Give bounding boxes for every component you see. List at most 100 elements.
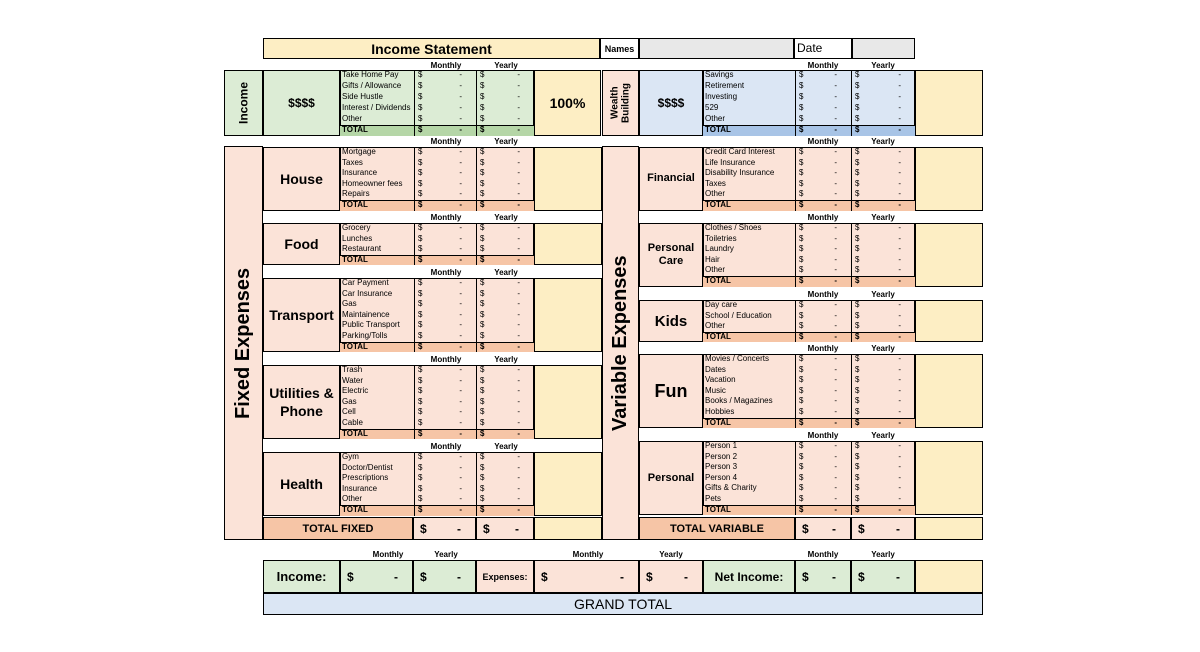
yearly-amount[interactable]: $ -: [851, 179, 915, 190]
monthly-amount[interactable]: $ -: [795, 483, 851, 494]
monthly-amount[interactable]: $ -: [414, 397, 476, 408]
yearly-amount[interactable]: $ -: [476, 310, 534, 321]
yearly-total[interactable]: $ -: [476, 429, 534, 440]
monthly-amount[interactable]: $ -: [795, 300, 851, 311]
monthly-amount[interactable]: $ -: [414, 452, 476, 463]
yearly-amount[interactable]: $ -: [851, 265, 915, 276]
monthly-amount[interactable]: $ -: [414, 484, 476, 495]
monthly-amount[interactable]: $ -: [795, 473, 851, 484]
summary-net-monthly[interactable]: $ -: [795, 560, 851, 593]
yearly-amount[interactable]: $ -: [851, 483, 915, 494]
monthly-amount[interactable]: $ -: [795, 255, 851, 266]
monthly-amount[interactable]: $ -: [795, 179, 851, 190]
yearly-amount[interactable]: $ -: [851, 365, 915, 376]
yearly-amount[interactable]: $ -: [851, 473, 915, 484]
monthly-amount[interactable]: $ -: [414, 168, 476, 179]
yearly-amount[interactable]: $ -: [851, 300, 915, 311]
summary-income-yearly[interactable]: $ -: [413, 560, 476, 593]
yearly-amount[interactable]: $ -: [851, 244, 915, 255]
yearly-amount[interactable]: $ -: [851, 396, 915, 407]
yearly-amount[interactable]: $ -: [476, 168, 534, 179]
yearly-amount[interactable]: $ -: [476, 179, 534, 190]
monthly-amount[interactable]: $ -: [414, 234, 476, 245]
names-field[interactable]: [639, 38, 794, 59]
yearly-amount[interactable]: $ -: [476, 289, 534, 300]
monthly-amount[interactable]: $ -: [414, 81, 476, 92]
yearly-amount[interactable]: $ -: [476, 158, 534, 169]
monthly-amount[interactable]: $ -: [795, 354, 851, 365]
monthly-amount[interactable]: $ -: [414, 158, 476, 169]
yearly-amount[interactable]: $ -: [476, 114, 534, 125]
yearly-amount[interactable]: $ -: [851, 168, 915, 179]
yearly-amount[interactable]: $ -: [851, 70, 915, 81]
yearly-amount[interactable]: $ -: [476, 234, 534, 245]
monthly-amount[interactable]: $ -: [414, 407, 476, 418]
monthly-amount[interactable]: $ -: [414, 278, 476, 289]
summary-expenses-yearly[interactable]: $ -: [639, 560, 703, 593]
monthly-amount[interactable]: $ -: [795, 375, 851, 386]
monthly-amount[interactable]: $ -: [414, 114, 476, 125]
yearly-amount[interactable]: $ -: [476, 147, 534, 158]
monthly-amount[interactable]: $ -: [414, 365, 476, 376]
yearly-amount[interactable]: $ -: [851, 114, 915, 125]
yearly-total[interactable]: $ -: [851, 200, 915, 211]
monthly-amount[interactable]: $ -: [795, 92, 851, 103]
yearly-amount[interactable]: $ -: [851, 452, 915, 463]
yearly-amount[interactable]: $ -: [476, 407, 534, 418]
yearly-amount[interactable]: $ -: [476, 189, 534, 200]
yearly-amount[interactable]: $ -: [476, 463, 534, 474]
monthly-amount[interactable]: $ -: [795, 114, 851, 125]
monthly-total[interactable]: $ -: [414, 505, 476, 516]
yearly-amount[interactable]: $ -: [851, 354, 915, 365]
yearly-amount[interactable]: $ -: [476, 244, 534, 255]
yearly-amount[interactable]: $ -: [851, 234, 915, 245]
monthly-amount[interactable]: $ -: [795, 189, 851, 200]
yearly-amount[interactable]: $ -: [851, 462, 915, 473]
yearly-amount[interactable]: $ -: [476, 376, 534, 387]
yearly-amount[interactable]: $ -: [851, 386, 915, 397]
monthly-amount[interactable]: $ -: [795, 311, 851, 322]
monthly-total[interactable]: $ -: [795, 418, 851, 429]
monthly-amount[interactable]: $ -: [795, 81, 851, 92]
total-fixed-yearly[interactable]: $ -: [476, 517, 534, 540]
monthly-amount[interactable]: $ -: [795, 386, 851, 397]
monthly-amount[interactable]: $ -: [414, 103, 476, 114]
monthly-amount[interactable]: $ -: [414, 494, 476, 505]
yearly-total[interactable]: $ -: [476, 342, 534, 353]
monthly-total[interactable]: $ -: [795, 276, 851, 287]
monthly-amount[interactable]: $ -: [795, 494, 851, 505]
yearly-amount[interactable]: $ -: [476, 418, 534, 429]
monthly-amount[interactable]: $ -: [795, 396, 851, 407]
yearly-amount[interactable]: $ -: [851, 255, 915, 266]
monthly-amount[interactable]: $ -: [414, 320, 476, 331]
monthly-amount[interactable]: $ -: [795, 223, 851, 234]
yearly-amount[interactable]: $ -: [476, 223, 534, 234]
monthly-total[interactable]: $ -: [414, 125, 476, 136]
monthly-amount[interactable]: $ -: [414, 223, 476, 234]
yearly-amount[interactable]: $ -: [476, 386, 534, 397]
monthly-amount[interactable]: $ -: [795, 407, 851, 418]
yearly-amount[interactable]: $ -: [476, 473, 534, 484]
monthly-amount[interactable]: $ -: [795, 244, 851, 255]
yearly-amount[interactable]: $ -: [851, 189, 915, 200]
monthly-amount[interactable]: $ -: [414, 244, 476, 255]
yearly-amount[interactable]: $ -: [476, 103, 534, 114]
yearly-amount[interactable]: $ -: [851, 494, 915, 505]
monthly-amount[interactable]: $ -: [414, 463, 476, 474]
yearly-amount[interactable]: $ -: [851, 223, 915, 234]
monthly-amount[interactable]: $ -: [414, 386, 476, 397]
yearly-total[interactable]: $ -: [476, 200, 534, 211]
yearly-amount[interactable]: $ -: [476, 299, 534, 310]
monthly-amount[interactable]: $ -: [414, 92, 476, 103]
monthly-amount[interactable]: $ -: [414, 189, 476, 200]
monthly-amount[interactable]: $ -: [414, 179, 476, 190]
monthly-total[interactable]: $ -: [795, 332, 851, 343]
summary-income-monthly[interactable]: $ -: [340, 560, 413, 593]
summary-expenses-monthly[interactable]: $ -: [534, 560, 639, 593]
monthly-amount[interactable]: $ -: [795, 441, 851, 452]
monthly-amount[interactable]: $ -: [795, 147, 851, 158]
monthly-amount[interactable]: $ -: [795, 103, 851, 114]
yearly-total[interactable]: $ -: [476, 125, 534, 136]
monthly-amount[interactable]: $ -: [414, 310, 476, 321]
monthly-amount[interactable]: $ -: [795, 462, 851, 473]
